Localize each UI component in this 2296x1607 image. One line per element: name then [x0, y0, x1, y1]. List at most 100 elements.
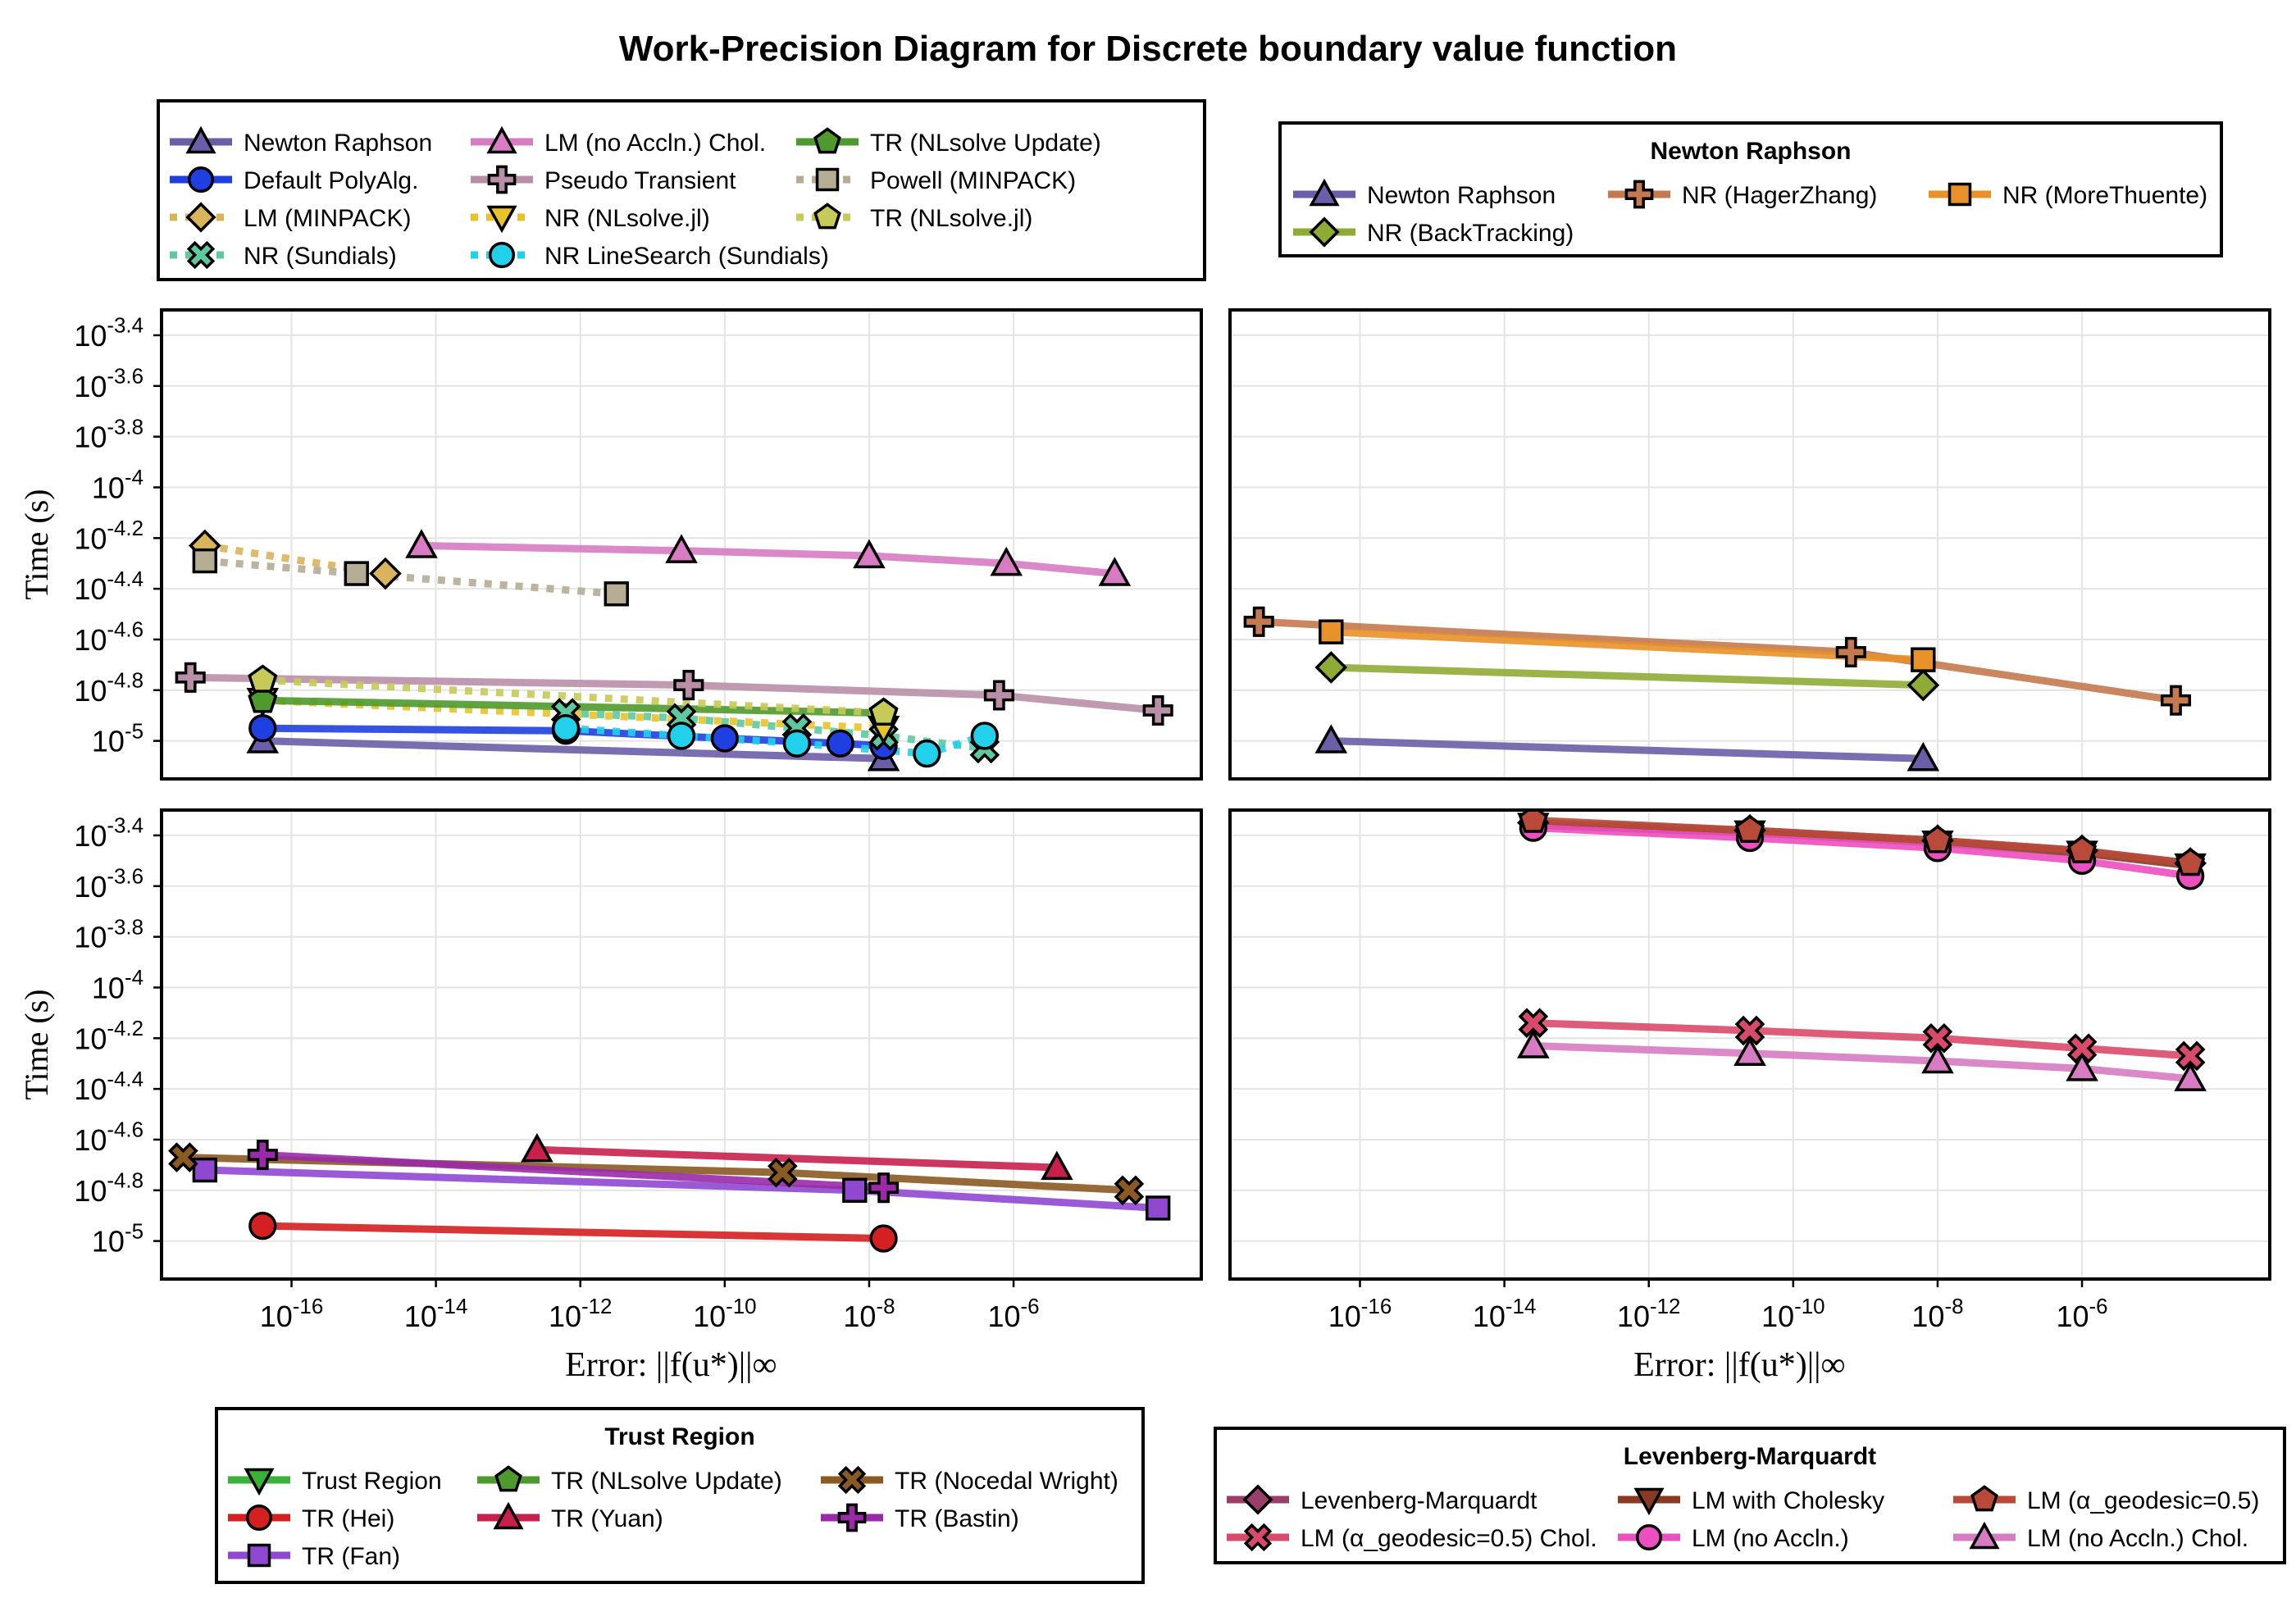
legend-layer: Newton Raphson LM (no Accln.) Chol. TR (NL…: [157, 99, 2286, 1584]
point-nr-linesearch-sundials: [551, 714, 581, 743]
legend-label: TR (Nocedal Wright): [895, 1468, 1118, 1495]
legend-item-nr-backtracking: NR (BackTracking): [1293, 216, 1574, 248]
legend-swatch-marker: [1242, 1484, 1273, 1515]
legend-lm: Levenberg-Marquardt Levenberg-Marquardt LM…: [1214, 1427, 2286, 1564]
legend-title: Levenberg-Marquardt: [1624, 1443, 1876, 1470]
x-tick-label: 10-12: [549, 1295, 613, 1333]
legend-item-tr-nlsolve-update: TR (NLsolve Update): [796, 127, 1101, 157]
series-line-tr-hei: [262, 1222, 884, 1242]
legend-item-tr-nlsolve-update: TR (NLsolve Update): [477, 1465, 782, 1495]
legend-label: Default PolyAlg.: [244, 167, 418, 194]
point-tr-fan: [1145, 1195, 1171, 1221]
legend-label: Powell (MINPACK): [870, 167, 1076, 194]
point-lm-geodesic-0-5-chol: [1734, 1015, 1765, 1046]
point-nr-hagerzhang: [1243, 606, 1274, 637]
panel-frame: [160, 308, 1203, 781]
y-tick-label: 10-4.2: [74, 1017, 144, 1055]
x-tick-label: 10-6: [2057, 1295, 2108, 1333]
legend-swatch-marker: [1970, 1485, 1998, 1512]
legend-swatch-marker: [186, 240, 216, 270]
point-lm-geodesic-0-5: [1922, 825, 1952, 854]
panel-frame: [1228, 808, 2271, 1281]
x-tick-label: 10-14: [1473, 1295, 1537, 1333]
x-tick-label: 10-10: [693, 1295, 757, 1333]
x-tick-label: 10-16: [1328, 1295, 1392, 1333]
x-tick-label: 10-6: [988, 1295, 1040, 1333]
series-line-nr-morethuente: [1331, 628, 1924, 664]
point-default-polyalg: [248, 714, 277, 743]
y-tick-label: 10-4.6: [74, 619, 144, 657]
legend-swatch-marker: [244, 1468, 275, 1496]
panel-frame: [1228, 308, 2271, 781]
point-powell-minpack: [192, 548, 218, 574]
x-tick-label: 10-8: [1911, 1295, 1963, 1333]
legend-swatch-marker: [837, 1465, 867, 1495]
y-tick-label: 10-5: [92, 1220, 144, 1258]
legend-swatch-marker: [1309, 216, 1340, 248]
point-tr-yuan: [1041, 1150, 1073, 1181]
point-lm-geodesic-0-5: [1518, 810, 1548, 833]
series-line-newton-raphson: [262, 737, 884, 763]
chart-title: Work-Precision Diagram for Discrete boun…: [619, 29, 1677, 69]
point-lm-no-accln-chol: [405, 529, 438, 558]
legend-swatch-marker: [486, 125, 517, 154]
panel-overview: 10-3.4 10-3.6 10-3.8 10-4 10-4.2 10-4.4 10-4.6…: [18, 308, 1203, 781]
panel-layer: 10-3.4 10-3.6 10-3.8 10-4 10-4.2 10-4.4 10-4.6…: [18, 308, 2271, 1384]
legend-swatch-marker: [487, 165, 517, 194]
point-tr-nocedal-wright: [768, 1157, 798, 1188]
panel-trust-region: 10-3.4 10-3.6 10-3.8 10-4 10-4.2 10-4.4 10-4.6…: [18, 808, 1203, 1384]
point-lm-geodesic-0-5: [2175, 847, 2206, 876]
point-lm-geodesic-0-5: [1734, 814, 1765, 844]
legend-label: TR (NLsolve Update): [551, 1468, 782, 1495]
point-lm-geodesic-0-5-chol: [2175, 1040, 2206, 1072]
legend-swatch-marker: [1309, 178, 1340, 207]
legend-label: TR (Yuan): [551, 1505, 663, 1532]
x-tick-label: 10-14: [404, 1295, 468, 1333]
legend-swatch-marker: [187, 166, 215, 193]
legend-item-nr-linesearch-sundials: NR LineSearch (Sundials): [471, 241, 829, 270]
legend-item-tr-nlsolve-jl: TR (NLsolve.jl): [796, 203, 1032, 232]
point-powell-minpack: [604, 581, 629, 607]
point-lm-geodesic-0-5-chol-shape: [1734, 1015, 1765, 1046]
legend-label: TR (Fan): [302, 1543, 400, 1570]
legend-swatch-marker: [185, 125, 216, 154]
point-nr-hagerzhang: [2160, 685, 2192, 716]
point-tr-fan: [192, 1157, 218, 1183]
legend-swatch-marker: [185, 202, 216, 233]
legend-item-lm-geodesic-0-5-chol: LM (α_geodesic=0.5) Chol.: [1227, 1523, 1597, 1552]
legend-label: LM (α_geodesic=0.5): [2027, 1487, 2259, 1514]
y-tick-label: 10-3.4: [74, 315, 144, 353]
legend-swatch-marker: [1635, 1523, 1663, 1551]
legend-item-powell-minpack: Powell (MINPACK): [796, 167, 1076, 194]
point-tr-nocedal-wright: [1114, 1175, 1145, 1206]
legend-title: Newton Raphson: [1651, 138, 1852, 165]
legend-label: Newton Raphson: [244, 130, 432, 157]
series-group: [1243, 606, 2192, 772]
legend-label: TR (Hei): [302, 1505, 394, 1532]
y-tick-label: 10-4: [92, 467, 144, 504]
legend-item-lm-with-cholesky: LM with Cholesky: [1618, 1487, 1884, 1516]
legend-item-newton-raphson: Newton Raphson: [1293, 178, 1556, 209]
legend-title: Trust Region: [604, 1423, 754, 1450]
series-group: [175, 529, 1173, 772]
legend-label: LM (no Accln.) Chol.: [2027, 1525, 2248, 1552]
legend-newton: Newton Raphson Newton Raphson NR (HagerZha…: [1278, 121, 2223, 257]
legend-label: LM (no Accln.): [1692, 1525, 1849, 1552]
point-nr-linesearch-sundials: [913, 739, 941, 768]
point-lm-geodesic-0-5-chol-shape: [2066, 1033, 2098, 1063]
legend-label: LM (MINPACK): [244, 205, 411, 232]
legend-item-lm-minpack: LM (MINPACK): [170, 202, 411, 233]
x-tick-label: 10-12: [1617, 1295, 1681, 1333]
point-tr-nocedal-wright: [168, 1142, 198, 1172]
y-axis-label: Time (s): [18, 489, 55, 599]
point-tr-bastin: [868, 1172, 900, 1204]
point-pseudo-transient: [673, 670, 704, 701]
point-tr-nlsolve-jl: [248, 664, 278, 693]
legend-main: Newton Raphson LM (no Accln.) Chol. TR (NL…: [157, 99, 1206, 281]
legend-swatch-marker-shape: [837, 1465, 867, 1495]
legend-swatch-marker: [247, 1543, 271, 1568]
legend-swatch-marker: [493, 1501, 524, 1530]
point-lm-no-accln-chol: [1517, 1029, 1550, 1058]
point-nr-backtracking: [1314, 651, 1348, 684]
legend-swatch-marker: [245, 1504, 273, 1532]
